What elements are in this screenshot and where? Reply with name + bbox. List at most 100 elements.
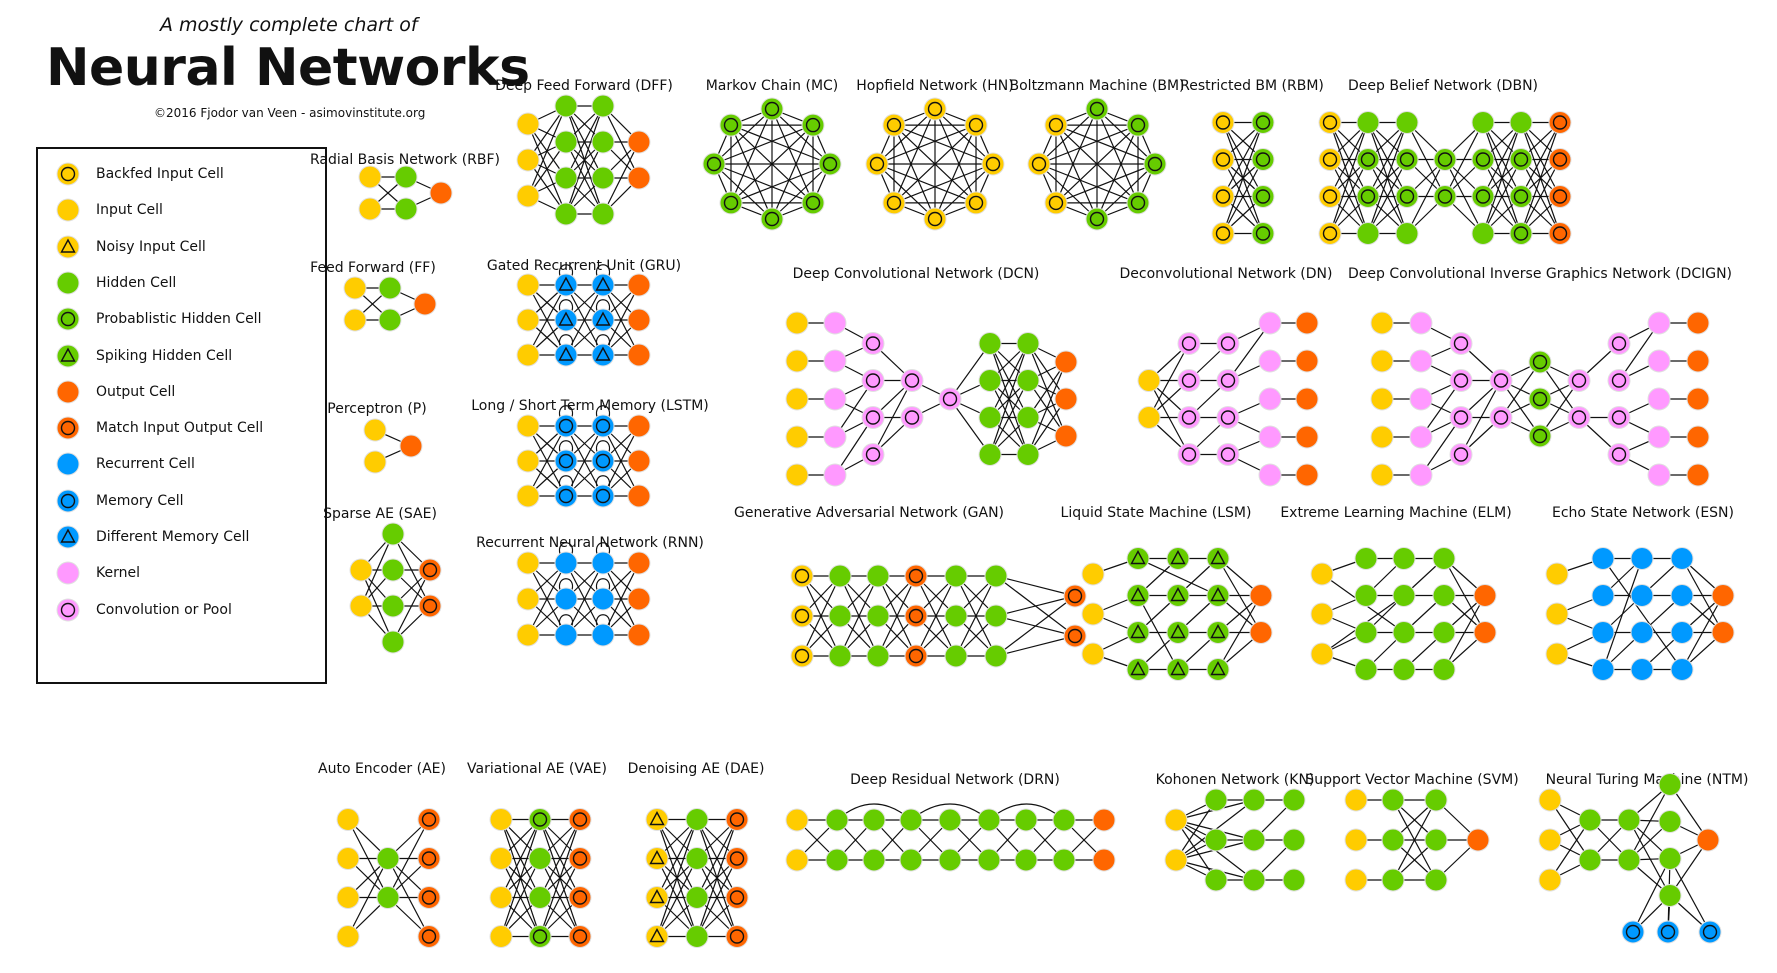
hidden-cell [1052,848,1076,872]
hidden-cell [1471,222,1495,245]
kernel-cell [823,311,847,335]
connection-line [1367,122,1408,197]
connection-line [995,575,1076,597]
hidden-cell [381,630,405,654]
recurrent-cell [1670,584,1694,607]
probabilistic-hidden-cell [1143,152,1167,176]
connection-line [1602,558,1683,670]
match-io-cell [725,886,749,909]
probabilistic-hidden-cell [702,152,726,176]
hidden-cell [1578,848,1602,872]
backfed-input-cell [790,604,814,628]
probabilistic-hidden-cell [719,113,743,137]
network-title-rbf: Radial Basis Network (RBF) [309,152,501,168]
hidden-cell [828,644,852,668]
input-cell [1538,868,1562,892]
backfed-input-cell [964,191,988,215]
output-cell [627,551,651,575]
connection-line [527,284,567,356]
recurrent-loop [558,475,574,488]
hidden-cell [1354,658,1378,681]
spiking-hidden-cell [1126,547,1150,570]
kernel-cell [1647,387,1671,411]
backfed-input-cell [865,152,889,176]
match-io-cell [418,594,442,618]
chart-subtitle: A mostly complete chart of [160,14,418,36]
match-io-cell [1548,222,1572,245]
match-io-cell [568,886,592,909]
network-title-ff: Feed Forward (FF) [310,260,436,276]
connection-line [1420,380,1462,438]
kernel-cell [1647,349,1671,373]
noisy-input-cell [645,886,669,909]
match-io-cell [418,558,442,582]
backfed-input-icon [56,162,80,186]
input-cell [1370,425,1394,449]
hidden-cell [394,165,418,189]
convolution-cell [1449,443,1473,466]
hidden-cell [591,166,615,190]
match-io-cell [725,847,749,870]
connection-line [1137,595,1179,670]
kernel-cell [823,463,847,487]
backfed-input-cell [964,113,988,137]
spiking-hidden-cell [1166,584,1190,607]
network-title-ntm: Neural Turing Machine (NTM) [1545,772,1749,788]
output-cell [1295,425,1319,449]
connection-line [989,343,1029,455]
probabilistic-hidden-cell [1509,185,1533,208]
connection-line [730,124,773,220]
connection-line [915,575,957,657]
input-icon [56,198,80,222]
memory-icon [56,489,80,513]
input-cell [489,808,513,831]
input-cell [1344,828,1368,852]
backfed-input-cell [1211,185,1235,208]
backfed-input-cell [1211,148,1235,171]
recurrent-icon [56,452,80,476]
connection-line [1148,343,1190,418]
match-io-cell [568,925,592,948]
network-title-hn: Hopfield Network (HN) [856,78,1014,94]
hidden-cell [944,644,968,668]
output-cell [627,414,651,438]
spiking-hidden-cell [1166,621,1190,644]
network-title-svm: Support Vector Machine (SVM) [1305,772,1519,788]
connection-line [1520,159,1561,234]
probabilistic-hidden-cell [1528,424,1552,448]
network-title-ae: Auto Encoder (AE) [318,761,446,777]
legend-label: Input Cell [96,202,163,219]
input-cell [785,387,809,411]
connection-line [500,819,541,937]
probabilistic-hidden-cell [1509,148,1533,171]
kernel-cell [1409,311,1433,335]
hidden-cell [1432,658,1456,681]
input-cell [785,808,809,832]
input-cell [516,414,540,438]
backfed-input-cell [1318,148,1342,171]
input-cell [1545,562,1569,586]
network-title-kn: Kohonen Network (KN) [1155,772,1315,788]
connection-line [1602,558,1643,670]
probabilistic-hidden-cell [1251,222,1275,245]
spiking-hidden-cell [1126,584,1150,607]
input-cell [1310,642,1334,666]
memory-cell [591,414,615,438]
input-cell [516,308,540,332]
kernel-cell [1258,463,1282,487]
hidden-icon [56,271,80,295]
network-title-esn: Echo State Network (ESN) [1552,505,1734,521]
connection-line [1420,417,1462,476]
recurrent-loop [595,405,611,418]
hidden-cell [1509,111,1533,134]
connection-line [1038,163,1098,220]
legend-item-hidden: Hidden Cell [54,268,176,298]
hidden-cell [1354,547,1378,570]
backfed-input-cell [790,564,814,588]
output-cell [1686,311,1710,335]
recurrent-cell [1591,621,1615,644]
